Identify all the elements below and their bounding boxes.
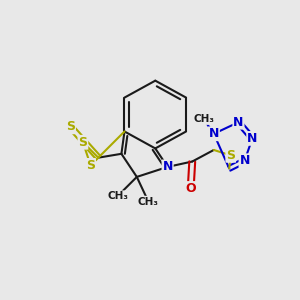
- Text: O: O: [185, 182, 196, 195]
- Text: S: S: [66, 120, 75, 134]
- Text: S: S: [86, 159, 95, 172]
- Text: N: N: [247, 132, 257, 145]
- Text: N: N: [208, 127, 219, 140]
- Text: CH₃: CH₃: [107, 191, 128, 201]
- Text: N: N: [233, 116, 244, 129]
- Text: N: N: [239, 154, 250, 167]
- Text: N: N: [162, 160, 173, 173]
- Text: S: S: [78, 136, 87, 149]
- Text: CH₃: CH₃: [138, 196, 159, 206]
- Text: S: S: [226, 149, 235, 162]
- Text: CH₃: CH₃: [193, 114, 214, 124]
